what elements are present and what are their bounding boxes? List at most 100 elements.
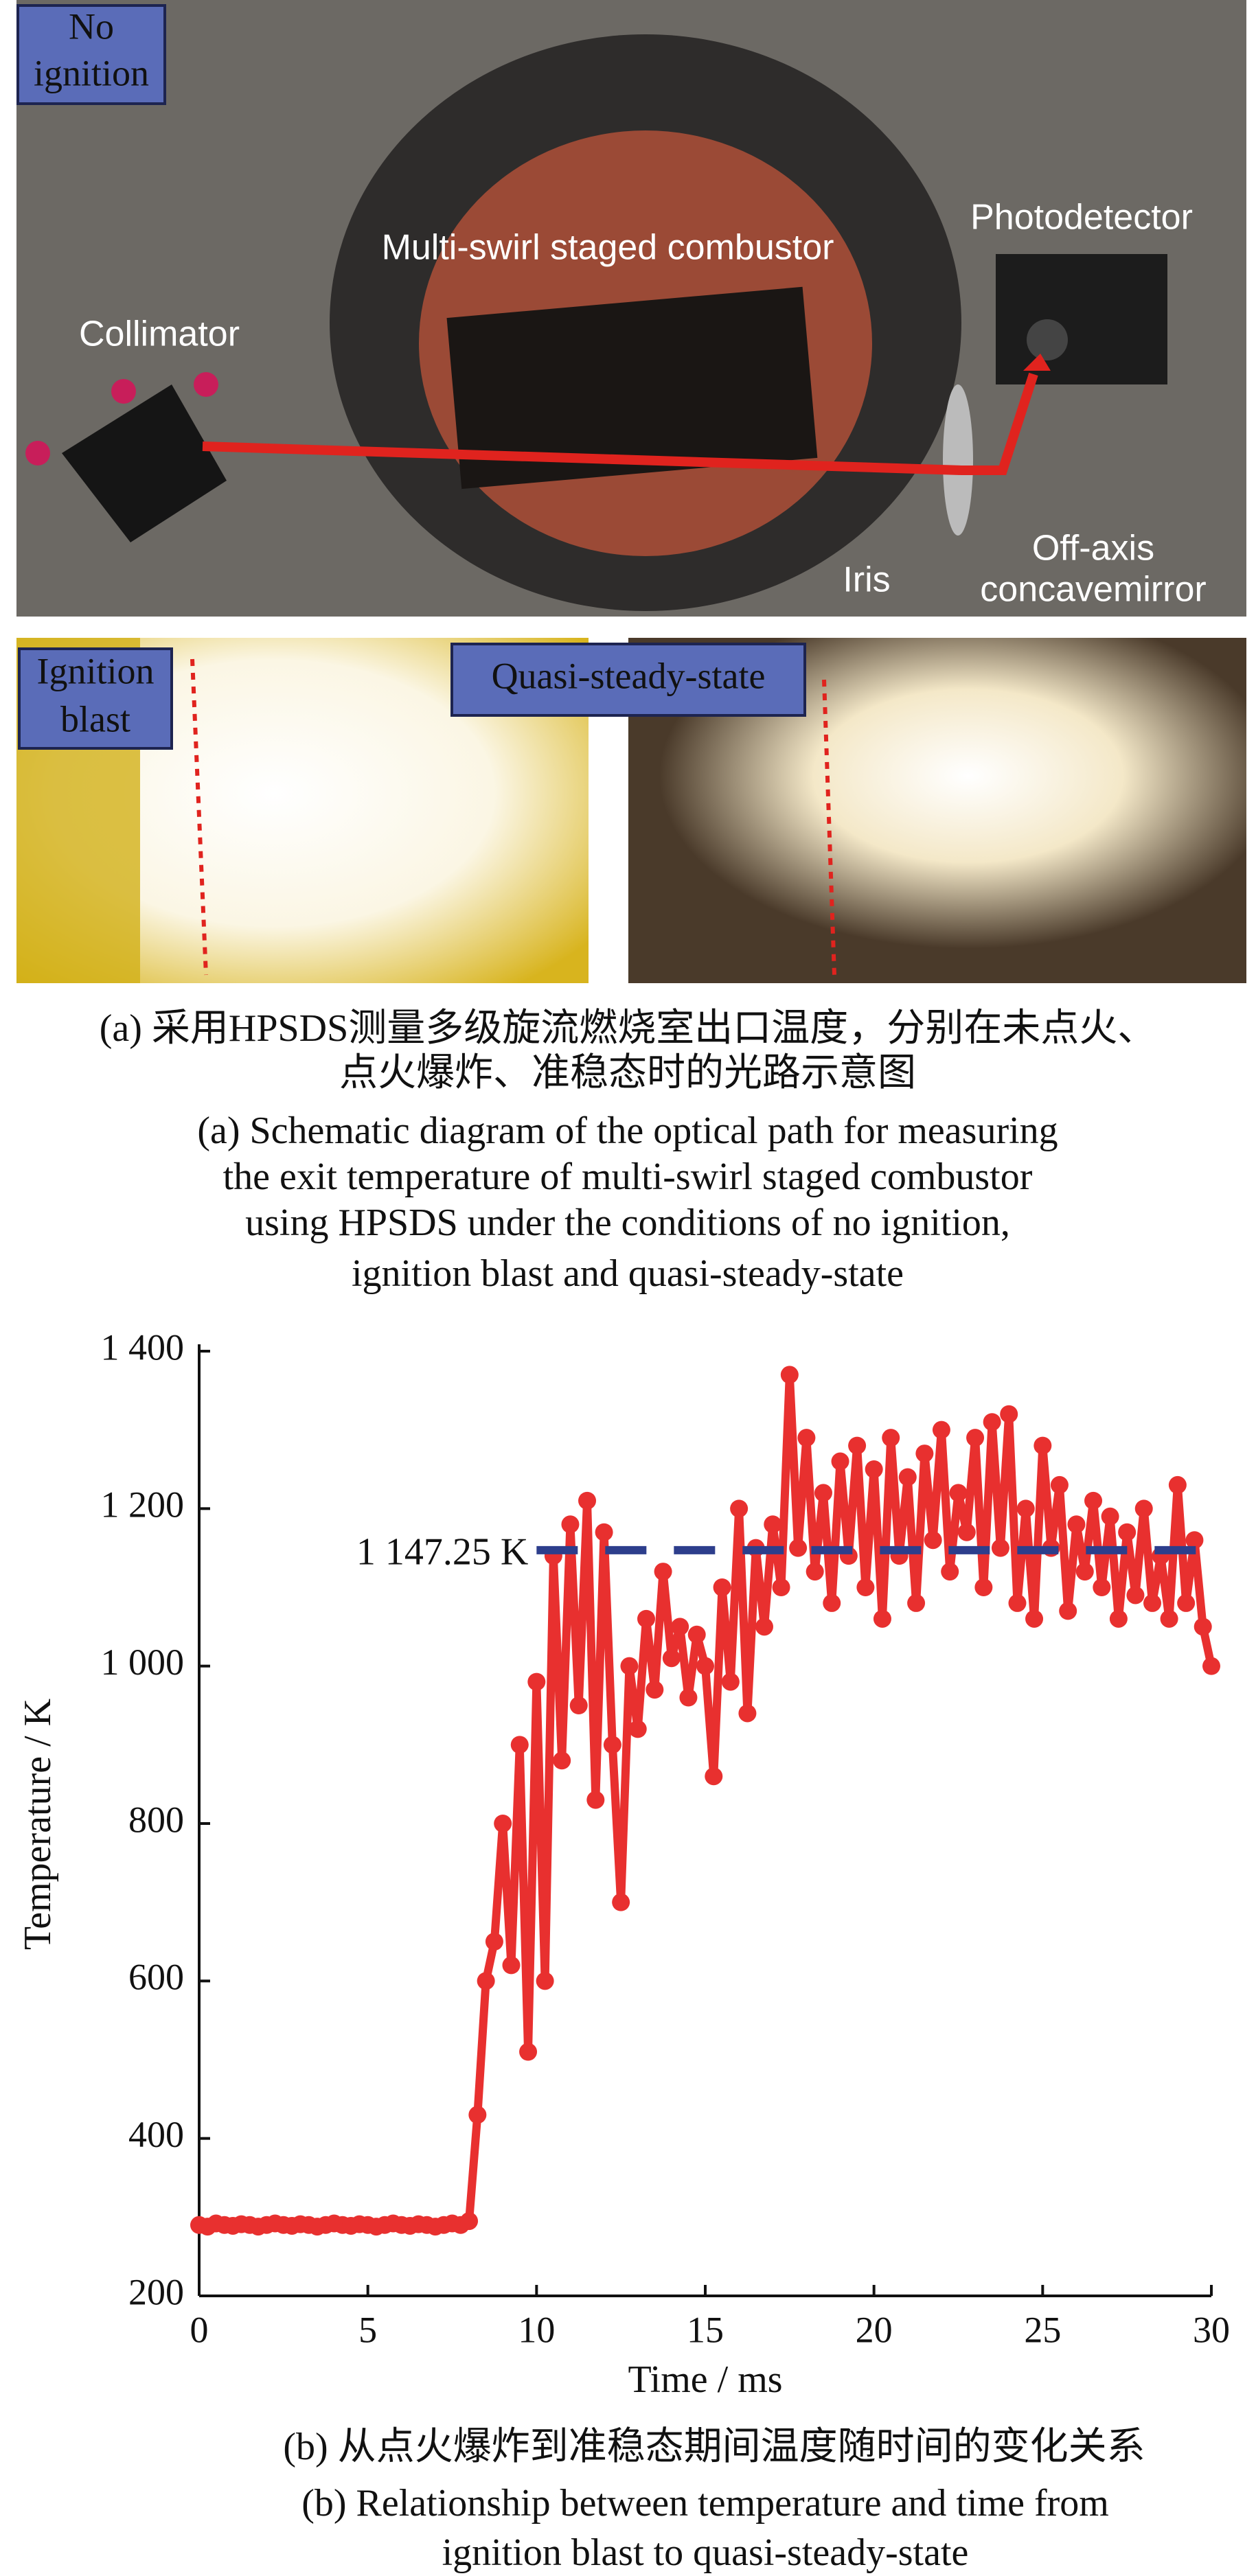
data-point [941,1563,959,1581]
data-point [1202,1657,1220,1675]
data-point [1160,1609,1178,1628]
data-point [477,1972,495,1990]
caption: 点火爆炸、准稳态时的光路示意图 [339,1052,916,1094]
data-point [1016,1499,1035,1518]
data-point [1168,1475,1187,1494]
y-tick-label: 600 [128,1957,184,1998]
data-point [510,1736,529,1754]
data-point [460,2212,479,2231]
data-point [553,1751,571,1770]
data-point [1000,1405,1018,1423]
y-tick-label: 800 [128,1799,184,1840]
data-point [991,1539,1009,1557]
y-tick-label: 200 [128,2271,184,2312]
data-point [772,1578,790,1596]
data-point [1075,1563,1094,1581]
y-tick-label: 1 000 [101,1642,185,1683]
data-point [646,1681,664,1699]
data-point [780,1366,799,1384]
label-box [450,643,806,717]
caption: (a) Schematic diagram of the optical pat… [197,1109,1058,1152]
data-point [612,1893,630,1911]
x-tick-label: 25 [1024,2309,1061,2350]
photo-label: Photodetector [970,198,1193,238]
data-point [873,1609,891,1628]
data-point [831,1452,849,1471]
data-point [966,1429,985,1447]
data-point [679,1688,698,1707]
y-axis-title: Temperature / K [16,1699,59,1950]
data-point [527,1672,546,1691]
data-point [1067,1515,1086,1534]
caption: (b) Relationship between temperature and… [301,2482,1109,2525]
caption: ignition blast to quasi-steady-state [442,2531,969,2574]
data-point [1050,1475,1069,1494]
data-point [687,1625,706,1644]
data-point [907,1594,926,1612]
data-point [957,1523,976,1541]
data-point [1143,1594,1162,1612]
data-point [924,1531,942,1550]
photo-label: Collimator [79,314,240,354]
data-point [485,1933,503,1951]
data-point [806,1563,824,1581]
photo-label: Multi-swirl staged combustor [382,228,834,268]
data-point [738,1704,757,1723]
data-point [764,1515,782,1534]
data-point [865,1460,883,1478]
photo-label: ignition [34,52,149,93]
data-point [468,2106,487,2124]
data-point [1194,1618,1212,1636]
data-point [502,1956,521,1975]
photo-label: concavemirror [980,570,1206,610]
data-point [620,1657,639,1675]
data-point [882,1429,900,1447]
data-point [662,1649,681,1668]
data-point [603,1736,621,1754]
data-point [814,1484,832,1502]
data-point [1008,1594,1027,1612]
caption: using HPSDS under the conditions of no i… [245,1201,1010,1244]
data-point [536,1972,554,1990]
y-tick-label: 1 200 [101,1484,185,1526]
caption: ignition blast and quasi-steady-state [352,1252,904,1295]
data-point [519,2043,538,2061]
data-point [797,1429,816,1447]
data-point [823,1594,841,1612]
x-tick-label: 5 [358,2309,377,2350]
data-point [789,1539,808,1557]
x-tick-label: 30 [1193,2309,1230,2350]
photo-no-ignition [16,0,1246,617]
data-point [578,1491,597,1510]
data-point [586,1791,605,1809]
photo-label: Ignition [37,650,155,691]
caption: (b) 从点火爆炸到准稳态期间温度随时间的变化关系 [283,2426,1145,2468]
data-line [198,1370,1215,2231]
data-point [628,1720,647,1738]
y-tick-label: 1 400 [101,1326,185,1368]
data-point [1093,1578,1111,1596]
x-tick-label: 20 [856,2309,893,2350]
data-point [755,1618,773,1636]
data-point [848,1436,867,1455]
data-point [1177,1594,1196,1612]
data-point [705,1767,723,1786]
x-tick-label: 10 [518,2309,555,2350]
data-point [595,1523,613,1541]
photo-label: Iris [843,560,890,600]
label-box [16,4,166,105]
data-point [569,1697,588,1714]
data-point [932,1421,950,1439]
data-point [696,1657,714,1675]
data-point [1059,1602,1077,1620]
data-point [1134,1499,1153,1518]
photo-label: Off-axis [1032,529,1154,568]
data-point [949,1484,968,1502]
label-box [18,647,173,750]
data-point [898,1468,917,1486]
data-point [974,1578,993,1596]
data-point [671,1618,689,1636]
caption: (a) 采用HPSDS测量多级旋流燃烧室出口温度，分别在未点火、 [100,1007,1156,1050]
data-point [915,1445,934,1463]
data-point [494,1815,512,1832]
